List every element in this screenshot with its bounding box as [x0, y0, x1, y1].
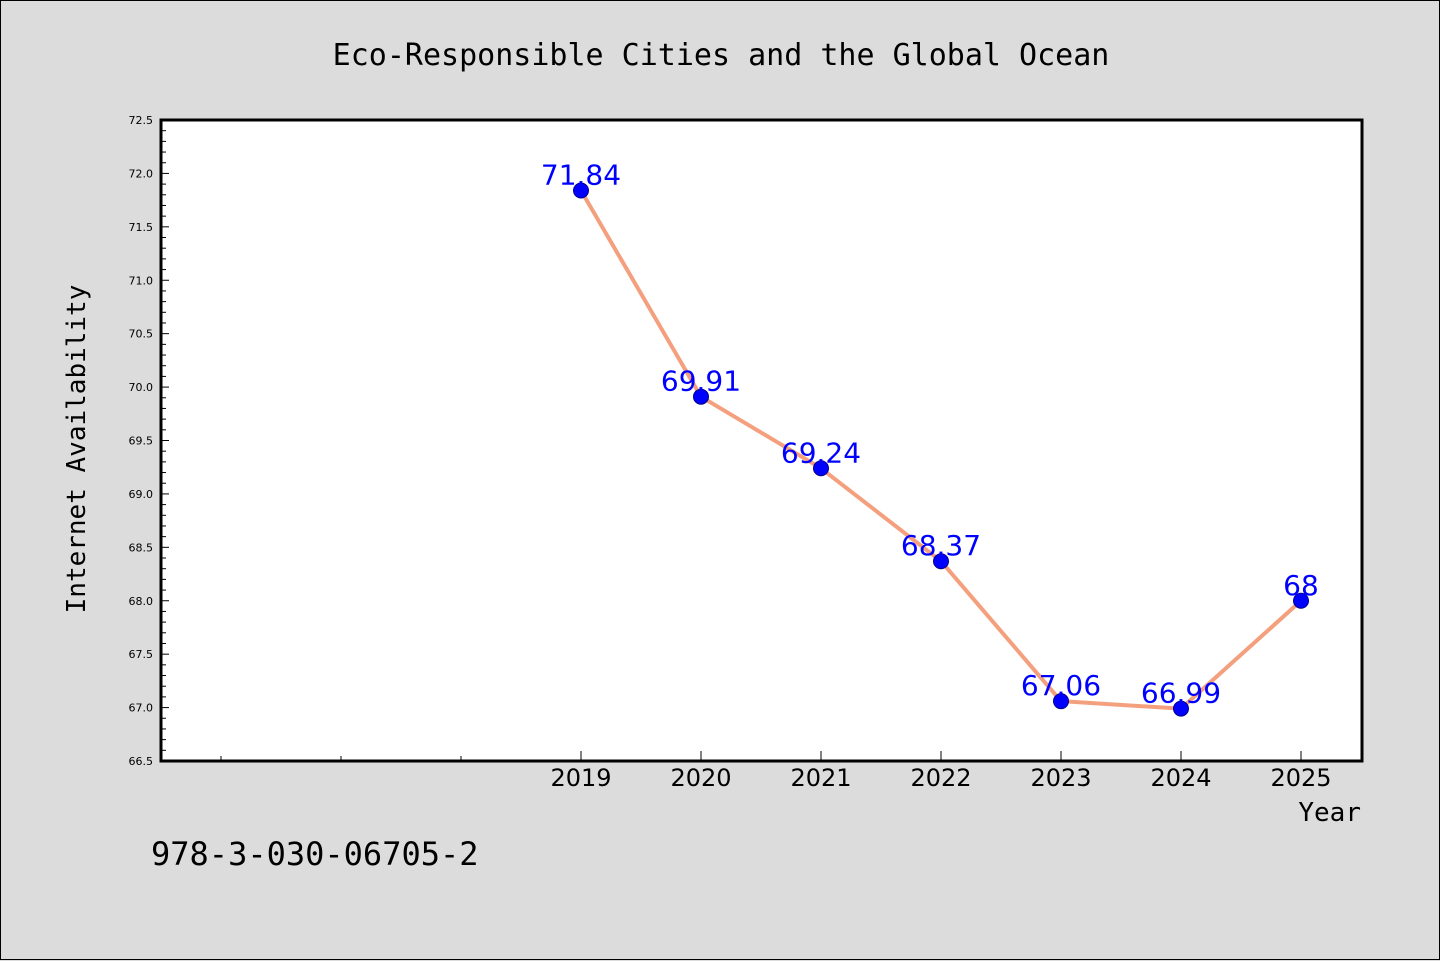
y-tick-label: 71.0 — [129, 274, 154, 287]
x-axis-label: Year — [1298, 798, 1361, 828]
x-tick-label: 2021 — [790, 764, 851, 792]
data-label: 69.91 — [661, 365, 741, 398]
y-tick-label: 69.0 — [129, 488, 154, 501]
data-markers — [573, 182, 1309, 717]
data-labels: 71.84 69.91 69.24 68.37 67.06 66.99 68 — [541, 159, 1319, 710]
x-tick-label: 2020 — [670, 764, 731, 792]
x-tick-label: 2025 — [1270, 764, 1331, 792]
x-axis-ticks: 2019 2020 2021 2022 2023 2024 2025 — [220, 751, 1332, 792]
data-label: 68 — [1283, 569, 1319, 602]
y-tick-label: 70.0 — [129, 381, 154, 394]
data-label: 67.06 — [1021, 669, 1101, 702]
isbn-text: 978-3-030-06705-2 — [151, 835, 479, 873]
y-tick-label: 72.0 — [129, 167, 154, 180]
x-tick-label: 2022 — [910, 764, 971, 792]
x-tick-label: 2019 — [550, 764, 611, 792]
data-point — [1053, 693, 1069, 710]
plot-area — [161, 120, 1362, 761]
y-tick-label: 70.5 — [129, 328, 154, 341]
y-tick-label: 68.5 — [129, 541, 154, 554]
y-tick-label: 66.5 — [129, 755, 154, 768]
data-label: 71.84 — [541, 159, 621, 192]
data-point — [1173, 700, 1189, 717]
x-tick-label: 2024 — [1150, 764, 1211, 792]
data-label: 68.37 — [901, 529, 981, 562]
plot-border — [159, 118, 1364, 763]
y-tick-label: 69.5 — [129, 435, 154, 448]
data-point — [813, 460, 829, 477]
y-axis-label: Internet Availability — [62, 285, 92, 614]
data-point — [693, 388, 709, 405]
y-tick-label: 67.5 — [129, 648, 154, 661]
y-tick-label: 72.5 — [129, 114, 154, 127]
data-label: 66.99 — [1141, 677, 1221, 710]
y-tick-label: 67.0 — [129, 702, 154, 715]
y-tick-label: 71.5 — [129, 221, 154, 234]
data-point — [933, 553, 949, 570]
data-point — [1293, 592, 1309, 609]
data-label: 69.24 — [781, 436, 861, 469]
data-point — [573, 182, 589, 199]
chart-title: Eco-Responsible Cities and the Global Oc… — [333, 38, 1110, 73]
y-tick-label: 68.0 — [129, 595, 154, 608]
x-tick-label: 2023 — [1030, 764, 1091, 792]
